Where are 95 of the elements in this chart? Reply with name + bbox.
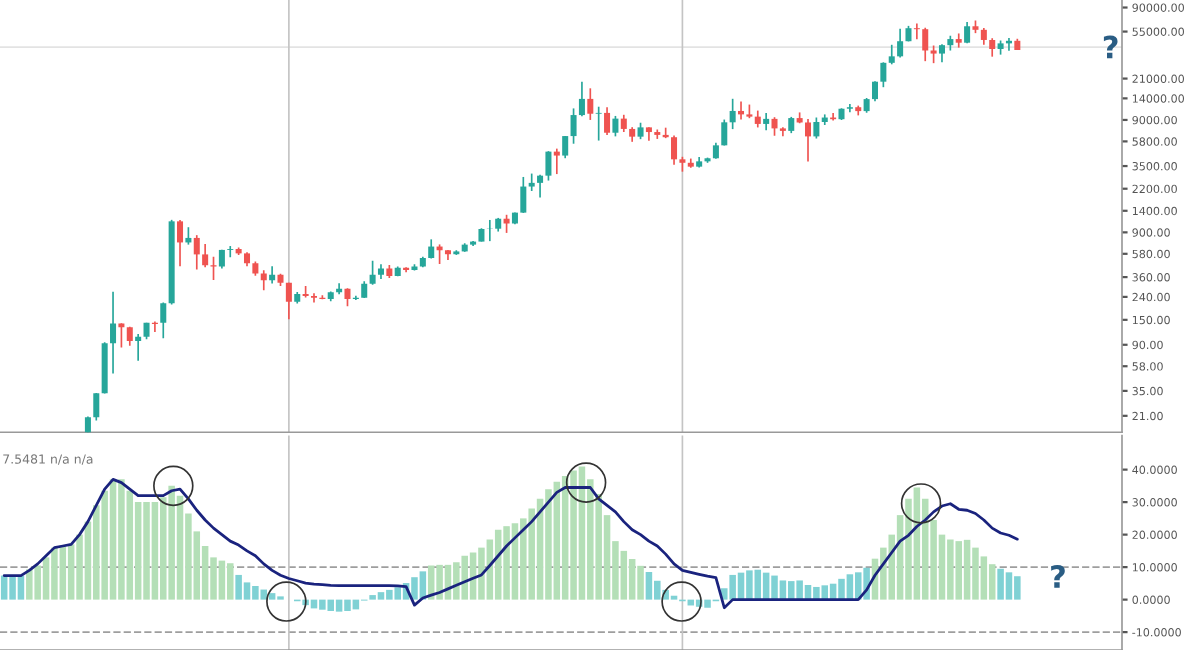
bar xyxy=(503,526,510,600)
bar xyxy=(1014,576,1021,600)
candlestick xyxy=(503,213,510,234)
candlestick xyxy=(528,172,535,192)
bar xyxy=(796,580,803,600)
bar xyxy=(59,546,67,600)
candlestick xyxy=(202,243,209,269)
bar xyxy=(218,560,226,600)
candlestick xyxy=(595,105,602,142)
candlestick xyxy=(537,173,544,199)
bar xyxy=(9,575,16,600)
bar xyxy=(461,555,468,600)
bar xyxy=(478,547,485,600)
candlestick xyxy=(604,106,611,136)
bar xyxy=(252,585,259,600)
bar xyxy=(947,539,954,600)
bar xyxy=(637,565,644,600)
bar xyxy=(997,568,1004,600)
candlestick xyxy=(578,80,585,118)
candlestick xyxy=(520,176,527,214)
bar xyxy=(143,502,150,600)
candlestick xyxy=(922,26,929,62)
candlestick xyxy=(913,22,920,41)
candlestick xyxy=(93,392,100,422)
candlestick xyxy=(804,118,812,163)
candlestick xyxy=(888,43,895,66)
bar xyxy=(319,599,326,610)
bar xyxy=(545,489,552,600)
bar xyxy=(955,541,962,600)
bar xyxy=(168,485,175,600)
bar xyxy=(151,502,159,600)
bar xyxy=(628,559,636,600)
bar xyxy=(227,563,234,600)
candlestick xyxy=(771,116,778,137)
bar xyxy=(235,574,242,600)
bar xyxy=(570,470,577,600)
candlestick xyxy=(989,37,996,58)
annotation: ? xyxy=(1051,564,1065,588)
candlestick xyxy=(880,61,887,89)
bar xyxy=(988,564,996,600)
bar xyxy=(411,577,418,600)
candlestick xyxy=(151,320,158,333)
bar xyxy=(34,565,41,600)
candlestick xyxy=(553,147,560,175)
candlestick xyxy=(587,87,594,121)
bar xyxy=(436,564,443,600)
bar xyxy=(453,562,460,600)
bar xyxy=(980,556,988,600)
candlestick xyxy=(177,219,184,268)
candlestick xyxy=(871,80,879,103)
candlestick xyxy=(260,269,267,292)
candlestick xyxy=(721,118,728,147)
candlestick xyxy=(897,27,904,59)
bar xyxy=(729,574,736,600)
bar xyxy=(771,575,778,600)
bar xyxy=(645,572,653,600)
bar xyxy=(654,580,661,600)
candlestick xyxy=(955,32,962,49)
bar xyxy=(963,539,971,600)
bar xyxy=(1005,572,1013,600)
bar xyxy=(386,589,393,600)
candlestick xyxy=(729,97,736,130)
candlestick xyxy=(160,301,167,340)
candlestick xyxy=(210,256,217,281)
candlestick xyxy=(193,234,200,271)
bar xyxy=(335,599,343,612)
bar xyxy=(268,593,276,600)
bar xyxy=(260,589,268,600)
candlestick xyxy=(562,135,569,160)
candlestick xyxy=(269,265,276,285)
candlestick xyxy=(938,43,945,64)
candlestick xyxy=(545,150,552,182)
bar xyxy=(51,547,58,600)
bar xyxy=(838,578,845,600)
bar xyxy=(704,599,711,608)
bar xyxy=(109,479,117,600)
bar xyxy=(972,547,979,600)
bar xyxy=(746,570,753,600)
candlestick xyxy=(369,260,376,286)
bar xyxy=(377,592,385,600)
annotation: ? xyxy=(1103,35,1118,59)
candlestick xyxy=(285,282,292,321)
bar xyxy=(394,587,401,600)
candlestick xyxy=(135,333,142,362)
bar xyxy=(118,479,125,600)
bar xyxy=(243,582,251,600)
candlestick xyxy=(227,245,234,259)
candlestick xyxy=(813,116,820,140)
candlestick xyxy=(110,291,117,375)
candlestick xyxy=(671,134,678,166)
candlestick xyxy=(612,115,619,138)
bar xyxy=(344,599,351,611)
bar xyxy=(327,599,334,611)
bar xyxy=(26,569,33,600)
candlestick xyxy=(570,107,577,145)
